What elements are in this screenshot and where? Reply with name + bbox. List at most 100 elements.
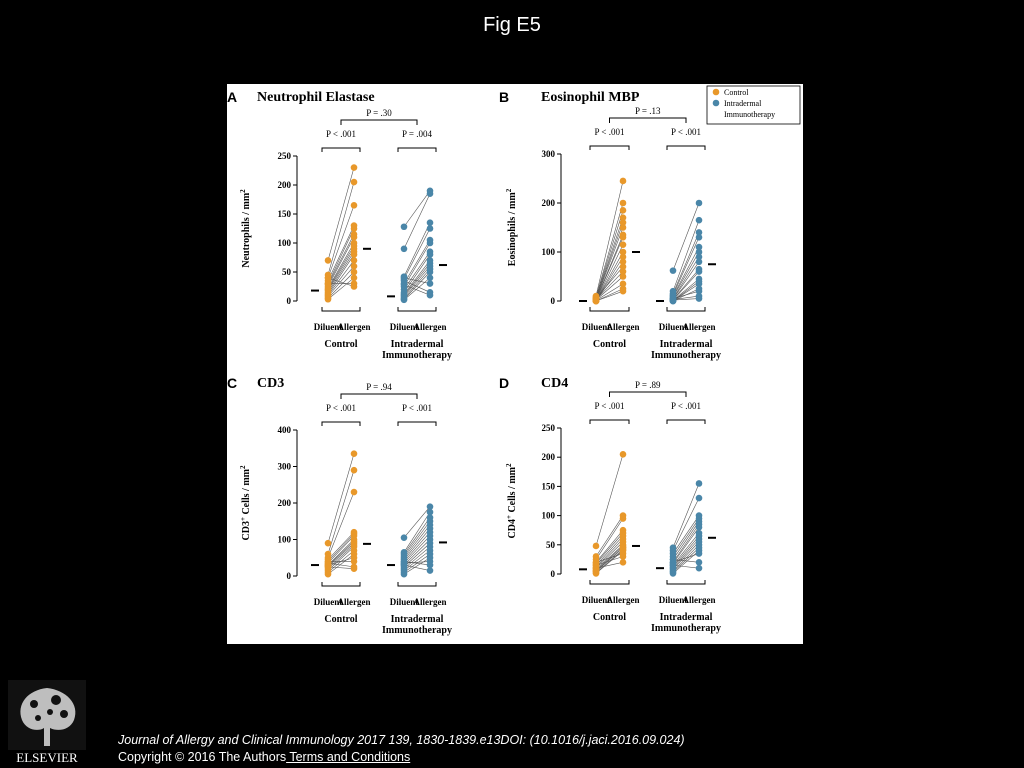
pair-line bbox=[327, 544, 355, 569]
y-tick-label: 250 bbox=[278, 151, 292, 161]
pair-line bbox=[403, 561, 431, 564]
between-bracket bbox=[609, 117, 687, 123]
elsevier-logo: ELSEVIER bbox=[8, 680, 86, 765]
y-tick-label: 100 bbox=[542, 247, 556, 257]
pair-line bbox=[327, 234, 355, 285]
p-bracket bbox=[321, 421, 361, 426]
figure-panel: A Neutrophil Elastase 0 50 100 150 200 250 Neutr… bbox=[227, 84, 803, 644]
pair-line bbox=[327, 167, 355, 261]
pair-line bbox=[595, 217, 624, 299]
y-label-text: CD3 bbox=[241, 521, 252, 540]
x-tick-label: Diluent bbox=[314, 597, 343, 607]
terms-link[interactable]: Terms and Conditions bbox=[286, 750, 411, 764]
allergen-point bbox=[695, 229, 703, 236]
x-tick-label: Diluent bbox=[390, 597, 419, 607]
y-tick-label: 150 bbox=[542, 481, 556, 491]
pair-line bbox=[403, 242, 431, 287]
pair-line bbox=[672, 256, 700, 299]
panel-title: Eosinophil MBP bbox=[541, 90, 640, 105]
x-tick-label: Allergen bbox=[607, 595, 640, 605]
pair-line bbox=[595, 210, 624, 299]
pair-line bbox=[403, 271, 431, 300]
y-label-sup: 2 bbox=[505, 188, 513, 192]
allergen-point bbox=[695, 216, 703, 224]
pair-line bbox=[672, 538, 700, 569]
pair-line bbox=[327, 225, 355, 281]
diluent-point bbox=[400, 561, 408, 569]
y-axis-label: Eosinophils / mm2 bbox=[505, 188, 518, 266]
pair-line bbox=[327, 205, 355, 278]
allergen-point bbox=[350, 565, 358, 572]
pair-line bbox=[403, 239, 431, 284]
pair-line bbox=[327, 453, 355, 544]
diluent-point bbox=[324, 563, 332, 571]
pair-line bbox=[672, 290, 700, 299]
group-bracket bbox=[589, 307, 630, 312]
y-axis-label-group: Neutrophils / mm2 bbox=[239, 189, 252, 268]
p-bracket bbox=[589, 419, 630, 424]
pair-line bbox=[327, 277, 355, 300]
x-tick-label: Diluent bbox=[314, 322, 343, 332]
pair-line bbox=[327, 470, 355, 555]
pair-line bbox=[672, 232, 700, 294]
legend-swatch bbox=[712, 88, 720, 96]
allergen-point bbox=[350, 225, 358, 232]
pair-line bbox=[403, 535, 431, 564]
pair-line bbox=[595, 535, 624, 566]
pair-line bbox=[327, 566, 355, 569]
diluent-point bbox=[669, 296, 677, 304]
allergen-point bbox=[619, 258, 627, 266]
allergen-point bbox=[695, 280, 703, 288]
pair-line bbox=[327, 553, 355, 575]
allergen-point bbox=[426, 274, 434, 282]
diluent-point bbox=[400, 245, 408, 253]
diluent-point bbox=[400, 223, 408, 231]
pair-line bbox=[403, 521, 431, 557]
pair-line bbox=[403, 564, 431, 571]
y-label-suffix: Cells / mm bbox=[507, 466, 518, 515]
pair-line bbox=[327, 531, 355, 560]
y-label-sup: 2 bbox=[239, 189, 247, 193]
pair-line bbox=[672, 246, 700, 297]
group-label: Immunotherapy bbox=[651, 350, 721, 361]
panel-b: B Eosinophil MBP 0 100 200 300 Eosinophils / m… bbox=[499, 89, 721, 361]
pair-line bbox=[327, 271, 355, 299]
diluent-point bbox=[592, 542, 600, 550]
allergen-point bbox=[350, 233, 358, 241]
y-tick-label: 300 bbox=[542, 149, 556, 159]
diluent-point bbox=[400, 570, 408, 578]
y-label-sup: + bbox=[505, 515, 513, 519]
group-bracket bbox=[397, 307, 437, 312]
diluent-point bbox=[324, 274, 332, 282]
allergen-point bbox=[350, 274, 358, 282]
allergen-point bbox=[619, 263, 627, 270]
y-label-text: CD4 bbox=[507, 519, 518, 538]
between-bracket bbox=[340, 119, 418, 125]
pair-line bbox=[595, 180, 624, 297]
allergen-point bbox=[695, 199, 703, 207]
y-tick-label: 150 bbox=[278, 209, 292, 219]
pair-line bbox=[595, 222, 624, 300]
pair-line bbox=[403, 561, 431, 566]
pair-line bbox=[595, 244, 624, 302]
pair-line bbox=[327, 277, 355, 287]
diluent-point bbox=[324, 570, 332, 578]
pair-line bbox=[672, 283, 700, 302]
p-value-label: P = .004 bbox=[402, 129, 432, 139]
pair-line bbox=[595, 283, 624, 301]
allergen-point bbox=[619, 280, 627, 288]
diluent-point bbox=[400, 296, 408, 304]
allergen-point bbox=[619, 273, 627, 280]
allergen-point bbox=[426, 251, 434, 258]
legend-label: Intradermal bbox=[724, 99, 762, 108]
y-axis-label-group: CD3+ Cells / mm2 bbox=[239, 465, 252, 541]
allergen-point bbox=[426, 219, 434, 226]
slide-title: Fig E5 bbox=[483, 14, 541, 36]
allergen-point bbox=[350, 178, 358, 186]
p-value-between: P = .13 bbox=[635, 106, 661, 116]
group-label: Control bbox=[593, 339, 626, 350]
allergen-point bbox=[619, 515, 627, 522]
pair-line bbox=[672, 553, 700, 563]
allergen-point bbox=[426, 291, 434, 299]
y-tick-label: 300 bbox=[278, 462, 292, 472]
